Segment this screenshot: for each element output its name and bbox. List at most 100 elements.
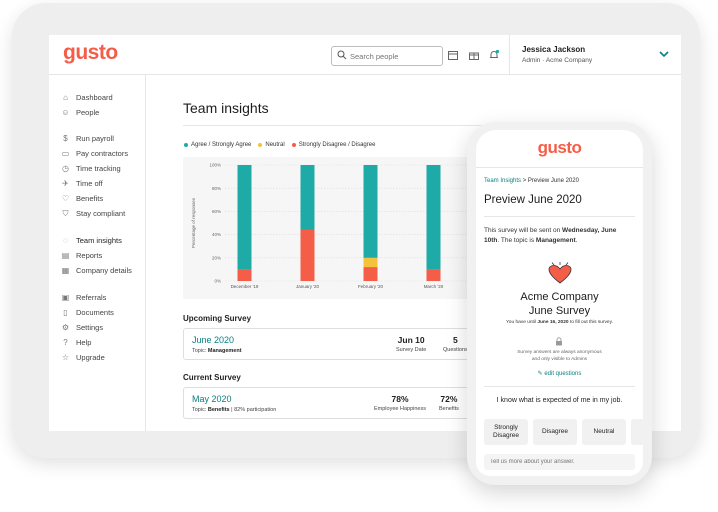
sidebar-item-label: Stay compliant <box>76 208 126 218</box>
sidebar-item-label: Reports <box>76 250 103 260</box>
current-survey-heading: Current Survey <box>183 373 241 382</box>
edit-label: edit questions <box>544 371 582 377</box>
stat-label: Employee Happiness <box>374 406 426 412</box>
upcoming-survey-card[interactable]: June 2020 Topic: Management Jun 10 Surve… <box>183 328 479 360</box>
anon-line: and only visible to Admins <box>531 357 588 362</box>
survey-topic: Topic: Management <box>192 348 242 354</box>
legend-label: Strongly Disagree / Disagree <box>298 142 376 148</box>
survey-question: I know what is expected of me in my job. <box>496 397 623 404</box>
participation: | 82% participation <box>231 407 277 413</box>
sidebar-item-company-details[interactable]: ▦ Company details <box>61 264 132 276</box>
y-tick-label: 20% <box>212 255 221 260</box>
sidebar-item-label: Dashboard <box>76 92 113 102</box>
answer-option-strongly-disagree[interactable]: Strongly Disagree <box>484 419 528 445</box>
legend-label: Agree / Strongly Agree <box>191 142 252 148</box>
answer-option-next[interactable] <box>631 419 643 445</box>
y-axis-label: Percentage of responses <box>191 197 196 248</box>
top-bar: gusto Je <box>49 35 681 75</box>
survey-name-link[interactable]: May 2020 <box>192 394 232 404</box>
sidebar-item-pay-contractors[interactable]: ▭ Pay contractors <box>61 147 128 159</box>
sidebar-item-referrals[interactable]: ▣ Referrals <box>61 291 107 303</box>
sidebar-item-help[interactable]: ? Help <box>61 336 91 348</box>
benefits-stat: 72% Benefits <box>439 394 459 412</box>
sidebar-item-label: Settings <box>76 322 104 332</box>
deadline-text: to fill out this survey. <box>568 320 613 325</box>
legend-dot <box>258 143 263 147</box>
reports-icon: ▤ <box>61 250 70 260</box>
phone-frame: gusto Team Insights > Preview June 2020 … <box>467 122 652 485</box>
sidebar-item-stay-compliant[interactable]: ⛉ Stay compliant <box>61 207 126 219</box>
desc-text: . <box>575 237 578 244</box>
survey-name-link[interactable]: June 2020 <box>192 335 235 345</box>
sidebar-item-documents[interactable]: ▯ Documents <box>61 306 114 318</box>
bar-segment <box>300 165 315 230</box>
desc-text: This survey will be sent on <box>484 227 563 234</box>
chart-legend: Agree / Strongly Agree Neutral Strongly … <box>184 142 382 148</box>
sidebar-item-run-payroll[interactable]: $ Run payroll <box>61 132 114 144</box>
search-input[interactable] <box>350 49 440 63</box>
calendar-icon[interactable] <box>447 49 459 61</box>
sidebar-item-reports[interactable]: ▤ Reports <box>61 249 103 261</box>
heart-icon <box>548 262 572 284</box>
gift-icon: ▣ <box>61 292 70 302</box>
clock-icon: ◷ <box>62 163 69 173</box>
page-title: Team insights <box>183 100 269 116</box>
sidebar-item-team-insights[interactable]: ◌ Team insights <box>61 234 122 246</box>
gusto-logo: gusto <box>537 138 582 157</box>
bar-segment <box>426 269 441 281</box>
bar-segment <box>363 267 378 281</box>
chevron-down-icon[interactable] <box>659 50 669 58</box>
sidebar-item-label: Benefits <box>76 193 104 203</box>
stat-value: Jun 10 <box>397 335 425 345</box>
y-tick-label: 80% <box>212 186 221 191</box>
topic-label: Topic: <box>192 407 207 413</box>
divider <box>183 125 513 126</box>
gusto-logo[interactable]: gusto <box>63 41 118 64</box>
breadcrumb-link-team-insights[interactable]: Team Insights <box>484 178 522 184</box>
bar-segment <box>363 165 378 258</box>
sidebar-item-upgrade[interactable]: ☆ Upgrade <box>61 351 105 363</box>
anon-line: Survey answers are always anonymous <box>517 350 602 355</box>
legend-dot <box>291 143 296 147</box>
gift-icon[interactable] <box>468 49 480 61</box>
employee-happiness-stat: 78% Employee Happiness <box>374 394 426 412</box>
user-role: Admin · Acme Company <box>522 57 593 64</box>
x-tick-label: December '19 <box>231 284 259 289</box>
answer-input[interactable] <box>484 454 635 470</box>
sidebar-item-label: Time off <box>76 178 103 188</box>
survey-description: This survey will be sent on Wednesday, J… <box>484 226 632 246</box>
search-box[interactable] <box>331 46 443 66</box>
people-icon: ☺ <box>61 107 70 117</box>
answer-option-disagree[interactable]: Disagree <box>533 419 577 445</box>
desc-text: . The topic is <box>497 237 536 244</box>
anonymity-note: Survey answers are always anonymous and … <box>476 349 643 363</box>
gear-icon: ⚙ <box>61 322 70 332</box>
legend-label: Neutral <box>265 142 285 148</box>
user-name: Jessica Jackson <box>522 45 586 54</box>
survey-topic: Topic: Benefits | 82% participation <box>192 407 276 413</box>
sidebar-item-settings[interactable]: ⚙ Settings <box>61 321 103 333</box>
stat-value: 72% <box>440 394 458 404</box>
user-menu[interactable]: Jessica Jackson Admin · Acme Company <box>509 35 681 75</box>
answer-option-neutral[interactable]: Neutral <box>582 419 626 445</box>
edit-questions-link[interactable]: ✎ edit questions <box>476 370 643 377</box>
stat-label: Questions <box>443 347 468 353</box>
sidebar-item-time-tracking[interactable]: ◷ Time tracking <box>61 162 121 174</box>
stat-value: 5 <box>453 335 458 345</box>
notification-bell-icon[interactable] <box>488 49 500 61</box>
lock-icon <box>556 337 562 346</box>
x-tick-label: March '20 <box>424 284 444 289</box>
current-survey-card[interactable]: May 2020 Topic: Benefits | 82% participa… <box>183 387 479 419</box>
y-tick-label: 100% <box>209 163 221 168</box>
plane-icon: ✈ <box>62 178 69 188</box>
sidebar-item-label: Pay contractors <box>76 148 129 158</box>
legend-item-disagree: Strongly Disagree / Disagree <box>291 142 376 148</box>
chat-icon: ◌ <box>63 235 68 245</box>
sidebar-item-label: People <box>76 107 100 117</box>
y-tick-label: 0% <box>214 279 221 284</box>
sidebar-item-people[interactable]: ☺ People <box>61 106 99 118</box>
divider <box>484 386 635 387</box>
sidebar-item-benefits[interactable]: ♡ Benefits <box>61 192 103 204</box>
sidebar-item-time-off[interactable]: ✈ Time off <box>61 177 103 189</box>
sidebar-item-dashboard[interactable]: ⌂ Dashboard <box>61 91 113 103</box>
